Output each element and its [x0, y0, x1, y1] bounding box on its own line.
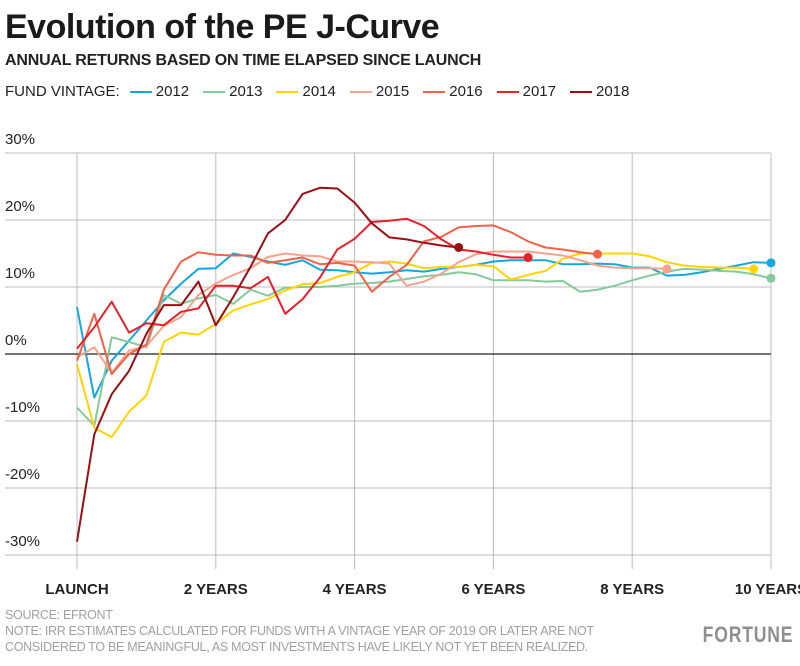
x-tick-label: 4 YEARS — [323, 581, 387, 598]
legend-item-label: 2016 — [449, 83, 483, 100]
legend-item-label: 2012 — [155, 83, 190, 100]
fortune-logo: FORTUNE — [702, 622, 793, 647]
series-line-2013 — [76, 267, 772, 427]
y-tick-label: -20% — [5, 466, 40, 483]
series-end-dot-2015 — [662, 264, 672, 274]
legend-item-label: 2017 — [522, 83, 556, 100]
legend-swatch — [423, 90, 446, 93]
y-tick-label: 0% — [5, 332, 27, 349]
legend-item-label: 2015 — [375, 83, 410, 100]
note-line-1: NOTE: IRR ESTIMATES CALCULATED FOR FUNDS… — [5, 624, 594, 638]
legend-item-2012: 2012 — [129, 83, 190, 100]
x-tick-label: 10 YEARS — [735, 581, 800, 598]
legend-item-2015: 2015 — [349, 83, 410, 100]
legend-swatch — [129, 90, 152, 93]
series-end-dot-2017 — [523, 253, 533, 263]
x-tick-label: 6 YEARS — [461, 581, 525, 598]
series-end-dot-2018 — [454, 242, 464, 252]
legend-label: FUND VINTAGE: — [5, 83, 120, 100]
legend-item-2016: 2016 — [423, 83, 483, 100]
y-tick-label: 10% — [5, 265, 35, 282]
series-end-dot-2016 — [593, 249, 602, 259]
legend-item-2017: 2017 — [496, 83, 556, 100]
footer-notes: SOURCE: EFRONT NOTE: IRR ESTIMATES CALCU… — [5, 607, 594, 655]
legend-item-2014: 2014 — [276, 83, 336, 100]
series-end-dot-2012 — [766, 258, 776, 268]
series-end-dot-2014 — [749, 264, 759, 274]
y-tick-label: -10% — [5, 399, 40, 416]
source-text: SOURCE: EFRONT — [5, 608, 113, 622]
legend-item-2013: 2013 — [203, 83, 262, 100]
series-line-2014 — [76, 252, 754, 439]
legend-swatch — [276, 90, 299, 93]
x-tick-label: 2 YEARS — [184, 581, 248, 598]
chart-subtitle: ANNUAL RETURNS BASED ON TIME ELAPSED SIN… — [5, 52, 482, 69]
y-tick-label: 30% — [5, 131, 35, 148]
y-tick-label: 20% — [5, 198, 35, 215]
series-end-dot-2013 — [766, 273, 776, 283]
legend: FUND VINTAGE: 2012 2013 2014 2015 2016 2017 20… — [5, 83, 643, 100]
legend-item-2018: 2018 — [569, 83, 630, 100]
legend-swatch — [203, 90, 226, 93]
y-tick-label: -30% — [5, 533, 40, 550]
note-line-2: CONSIDERED TO BE MEANINGFUL, AS MOST INV… — [5, 640, 588, 654]
series-line-2015 — [76, 250, 667, 374]
series-line-2016 — [76, 224, 598, 376]
series-line-2012 — [76, 252, 772, 399]
chart-title: Evolution of the PE J-Curve — [5, 8, 440, 46]
legend-item-label: 2018 — [595, 83, 630, 100]
series-line-2018 — [76, 186, 459, 542]
legend-swatch — [349, 90, 372, 93]
legend-item-label: 2014 — [302, 83, 336, 100]
legend-swatch — [569, 90, 592, 93]
legend-swatch — [496, 90, 519, 93]
line-chart: 30% 20% 10% 0% -10% -20% -30% LAUNCH 2 YEARS 4 YE… — [5, 131, 800, 598]
x-tick-label: 8 YEARS — [600, 581, 664, 598]
x-tick-label: LAUNCH — [45, 581, 108, 598]
legend-item-label: 2013 — [229, 83, 263, 100]
